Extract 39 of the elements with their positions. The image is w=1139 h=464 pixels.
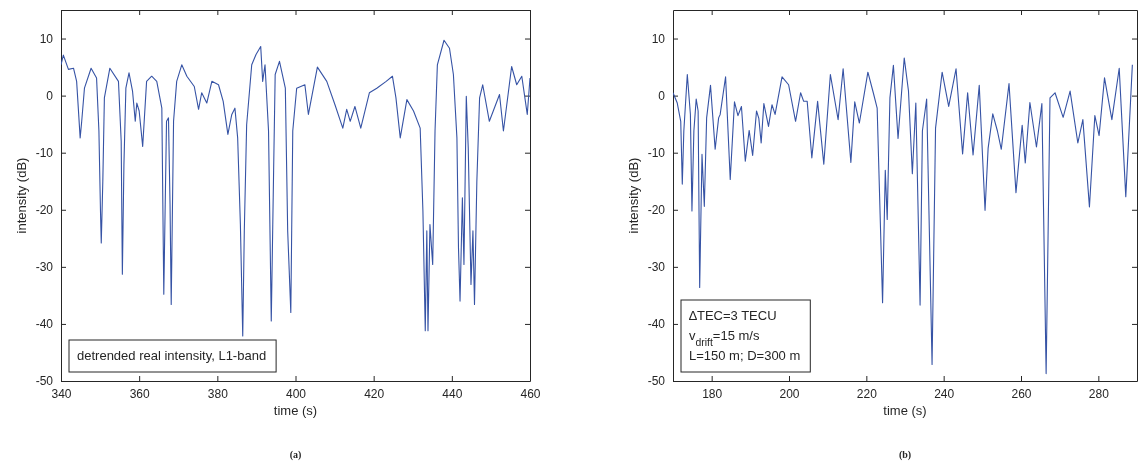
x-tick-label: 380	[207, 386, 229, 401]
line-series	[673, 57, 1133, 375]
x-tick-label: 460	[520, 386, 541, 401]
text: (b)	[898, 449, 912, 461]
y-tick-label: 0	[46, 88, 54, 103]
y-tick-label: 10	[651, 31, 666, 46]
x-tick-label: 340	[51, 386, 72, 401]
x-axis-title: time (s)	[273, 403, 318, 418]
y-tick-label: -40	[647, 317, 666, 332]
text: (a)	[289, 449, 302, 461]
y-tick-label: -10	[35, 146, 54, 161]
y-tick-label: -10	[647, 146, 666, 161]
y-axis-title: intensity (dB)	[626, 157, 641, 234]
x-tick-label: 200	[779, 386, 800, 401]
x-tick-label: 400	[285, 386, 307, 401]
y-tick-label: 0	[658, 88, 666, 103]
y-tick-label: 10	[39, 31, 54, 46]
x-axis-title: time (s)	[883, 403, 927, 418]
annotation: v$_{drift}$=15 m/s	[689, 328, 760, 348]
y-tick-label: -20	[35, 203, 54, 218]
y-tick-label: -40	[35, 317, 54, 332]
x-tick-label: 180	[702, 386, 723, 401]
x-tick-label: 260	[1011, 386, 1032, 401]
annotation: L=150 m; D=300 m	[689, 348, 801, 363]
annotation: ∆TEC=3 TECU	[689, 308, 777, 323]
x-tick-label: 360	[129, 386, 150, 401]
x-tick-label: 240	[934, 386, 955, 401]
y-tick-label: -50	[35, 374, 54, 389]
y-tick-label: -30	[35, 260, 54, 275]
annotation: detrended real intensity, L1-band	[77, 348, 267, 363]
y-tick-label: -20	[647, 203, 666, 218]
x-tick-label: 280	[1088, 386, 1110, 401]
y-axis-title: intensity (dB)	[14, 157, 29, 234]
x-tick-label: 440	[442, 386, 463, 401]
line-series	[61, 39, 530, 337]
y-tick-label: -30	[647, 260, 666, 275]
x-tick-label: 420	[364, 386, 385, 401]
x-tick-label: 220	[856, 386, 878, 401]
y-tick-label: -50	[647, 374, 666, 389]
